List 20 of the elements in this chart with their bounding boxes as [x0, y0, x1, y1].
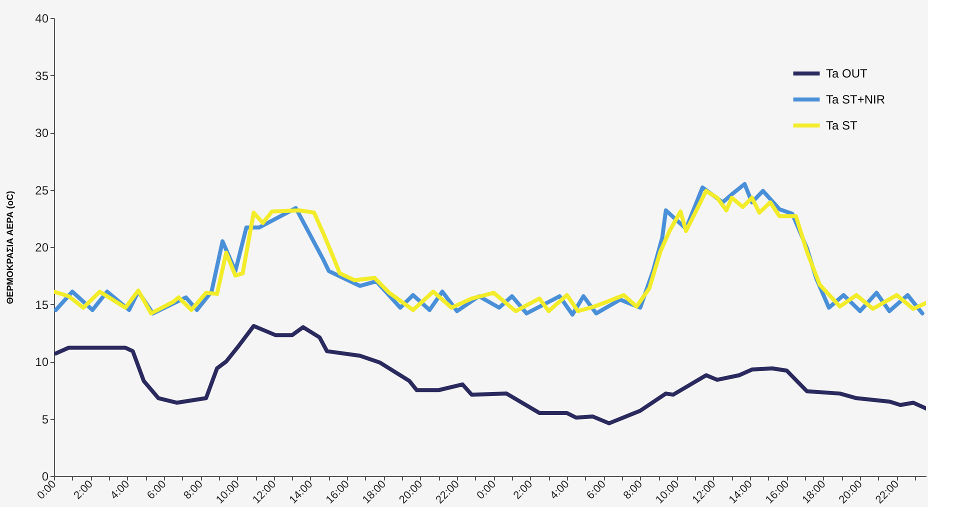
legend-label: Ta ST+NIR — [826, 92, 886, 106]
x-tick-label: 4:00 — [108, 478, 132, 502]
y-axis-title: ΘΕΡΜΟΚΡΑΣΙΑ ΑΕΡΑ (oC) — [5, 190, 16, 304]
legend-label: Ta ST — [826, 118, 858, 132]
y-tick-label: 30 — [35, 126, 49, 140]
x-tick-label: 6:00 — [145, 478, 169, 502]
y-tick-label: 5 — [42, 412, 49, 426]
x-tick-label: 8:00 — [182, 478, 206, 502]
y-tick-label: 10 — [35, 355, 49, 369]
x-tick-label: 0:00 — [474, 478, 498, 502]
x-tick-label: 6:00 — [584, 478, 608, 502]
y-tick-label: 0 — [42, 470, 49, 484]
y-tick-label: 40 — [35, 12, 49, 26]
y-tick-label: 35 — [35, 68, 49, 83]
y-tick-label: 15 — [35, 298, 49, 312]
y-tick-label: 20 — [35, 240, 49, 254]
x-tick-label: 8:00 — [621, 478, 645, 502]
legend-label: Ta OUT — [826, 66, 868, 80]
y-tick-label: 25 — [35, 183, 49, 198]
x-tick-label: 4:00 — [548, 478, 572, 502]
